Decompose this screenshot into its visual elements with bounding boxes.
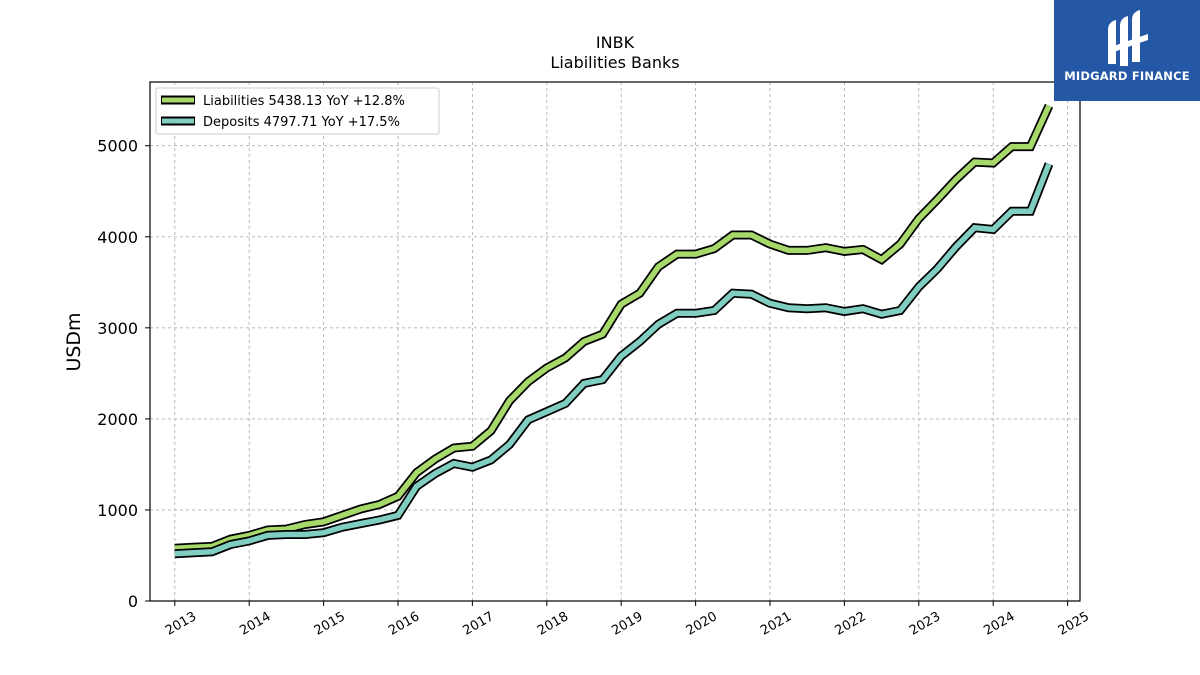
y-tick-label: 4000	[97, 228, 138, 247]
series-line-deposits	[174, 162, 1052, 557]
x-tick-label: 2018	[535, 609, 571, 639]
plot-area-frame	[149, 81, 1081, 602]
series-line-outline-liabilities	[174, 103, 1054, 553]
legend: Liabilities 5438.13 YoY +12.8% Deposits …	[155, 87, 440, 135]
legend-label-liabilities: Liabilities 5438.13 YoY +12.8%	[203, 94, 405, 109]
midgard-logo-icon	[1108, 10, 1148, 66]
y-tick-label: 1000	[97, 501, 138, 520]
series-line-liabilities	[174, 104, 1052, 551]
x-tick-label: 2016	[386, 609, 422, 639]
x-tick-label: 2019	[609, 609, 645, 639]
grid-lines	[150, 82, 1080, 601]
legend-box	[155, 87, 440, 135]
brand-logo: MIDGARD FINANCE	[1054, 0, 1200, 101]
x-tick-label: 2023	[907, 609, 943, 639]
x-axis: 2013 2014 2015 2016 2017 2018 2019 2020 2021 2022…	[163, 601, 1092, 639]
x-tick-label: 2013	[163, 609, 199, 639]
chart-title: INBK	[596, 33, 635, 52]
x-tick-label: 2021	[758, 609, 794, 639]
x-tick-label: 2025	[1056, 609, 1092, 639]
chart-subtitle: Liabilities Banks	[550, 53, 679, 72]
x-tick-label: 2022	[833, 609, 869, 639]
series-lines	[174, 103, 1054, 559]
y-tick-label: 3000	[97, 319, 138, 338]
y-axis: 0 1000 2000 3000 4000 5000	[97, 137, 150, 611]
legend-label-deposits: Deposits 4797.71 YoY +17.5%	[203, 115, 400, 130]
x-tick-label: 2017	[461, 609, 497, 639]
x-tick-label: 2014	[237, 609, 273, 639]
x-tick-label: 2020	[684, 609, 720, 639]
x-tick-label: 2024	[981, 609, 1017, 639]
y-tick-label: 0	[128, 592, 138, 611]
brand-name: MIDGARD FINANCE	[1064, 69, 1190, 83]
x-tick-label: 2015	[312, 609, 348, 639]
y-tick-label: 2000	[97, 410, 138, 429]
y-axis-label: USDm	[63, 312, 85, 371]
y-tick-label: 5000	[97, 137, 138, 156]
